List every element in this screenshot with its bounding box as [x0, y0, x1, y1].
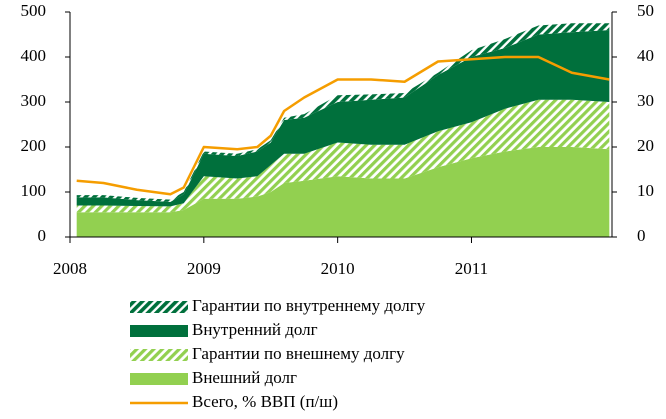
y2-tick-label: 40 — [637, 46, 654, 65]
y2-tick-label: 20 — [637, 136, 654, 155]
legend-swatch — [130, 301, 188, 313]
legend-label: Гарантии по внешнему долгу — [192, 344, 405, 363]
legend-swatch — [130, 373, 188, 385]
area — [76, 30, 610, 207]
y2-tick-label: 50 — [637, 1, 654, 20]
legend-label: Всего, % ВВП (п/ш) — [192, 392, 338, 411]
y-tick-label: 200 — [21, 136, 47, 155]
area — [76, 147, 610, 237]
x-tick-label: 2010 — [321, 259, 355, 278]
legend-label: Гарантии по внутреннему долгу — [192, 296, 426, 315]
x-tick-label: 2011 — [455, 259, 488, 278]
y2-tick-label: 10 — [637, 181, 654, 200]
y-tick-label: 100 — [21, 181, 47, 200]
x-tick-label: 2009 — [187, 259, 221, 278]
y2-tick-label: 30 — [637, 91, 654, 110]
y-tick-label: 300 — [21, 91, 47, 110]
y-tick-label: 400 — [21, 46, 47, 65]
x-tick-label: 2008 — [53, 259, 87, 278]
legend-swatch — [130, 349, 188, 361]
area — [76, 99, 610, 213]
line — [76, 55, 610, 196]
y-tick-label: 500 — [21, 1, 47, 20]
y2-tick-label: 0 — [637, 226, 646, 245]
y-tick-label: 0 — [38, 226, 47, 245]
legend-swatch — [130, 325, 188, 337]
legend-label: Внешний долг — [192, 368, 297, 387]
legend-label: Внутренний долг — [192, 320, 318, 339]
